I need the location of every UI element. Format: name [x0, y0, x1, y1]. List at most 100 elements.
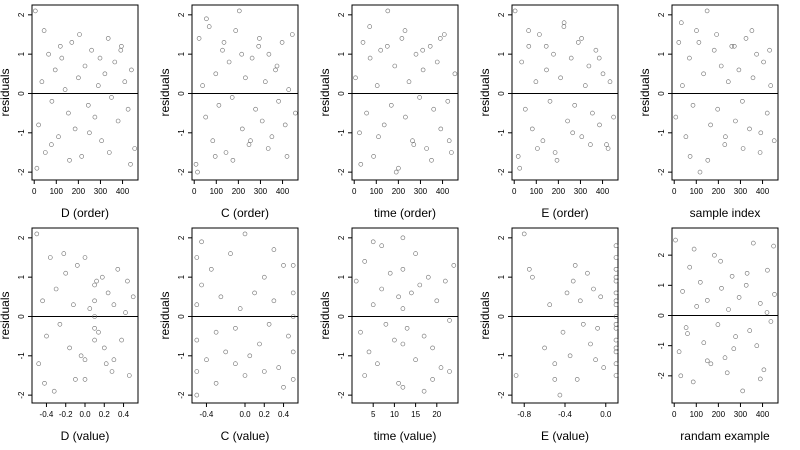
data-point — [105, 36, 111, 41]
data-point — [273, 67, 278, 73]
data-point — [747, 126, 752, 132]
data-point — [515, 154, 521, 159]
data-point — [357, 130, 362, 136]
data-point — [396, 380, 401, 386]
data-point — [129, 67, 134, 73]
data-point — [194, 369, 200, 374]
data-point — [747, 328, 753, 333]
data-point — [445, 99, 451, 104]
data-point — [41, 28, 47, 33]
data-point — [595, 325, 600, 331]
data-point — [579, 36, 584, 41]
data-point — [213, 71, 219, 77]
x-tick-label: 15 — [411, 410, 420, 419]
data-point — [242, 373, 248, 378]
data-point — [425, 274, 431, 280]
data-point — [740, 388, 746, 394]
data-point — [678, 373, 684, 379]
data-point — [107, 150, 112, 155]
y-tick-label: 2 — [497, 12, 506, 17]
y-tick-label: -1 — [177, 352, 186, 360]
y-tick-label: 0 — [17, 314, 26, 319]
panel-2: 0 100 200 300 400 -2 -1 0 1 2 C (order) residuals — [158, 4, 299, 220]
data-point — [72, 126, 78, 132]
x-tick-label: 300 — [94, 187, 108, 196]
data-point — [680, 83, 685, 88]
data-point — [572, 263, 578, 268]
data-point — [596, 55, 602, 61]
data-point — [718, 63, 724, 69]
data-point — [34, 165, 40, 171]
x-tick-label: -0.4 — [40, 410, 54, 419]
y-tick-label: -2 — [657, 168, 666, 176]
panel-10: 0 100 200 300 400 -2 -1 0 1 2 randam example — [657, 227, 779, 443]
data-point — [82, 357, 88, 363]
data-point — [388, 103, 394, 108]
panel-6: -0.4 -0.2 0.0 0.2 0.4 -2 -1 0 1 2 D (value) residua… — [0, 227, 139, 443]
data-point — [79, 154, 84, 159]
data-point — [249, 55, 255, 61]
data-point — [239, 51, 244, 57]
data-point — [194, 392, 200, 398]
data-point — [554, 158, 560, 163]
data-point — [409, 290, 414, 296]
data-point — [257, 36, 262, 41]
data-point — [611, 114, 616, 120]
y-axis-title: residuals — [478, 68, 492, 116]
data-point — [266, 321, 272, 327]
y-tick-label: 1 — [497, 51, 506, 56]
data-point — [75, 263, 80, 268]
x-tick-label: 0.4 — [278, 410, 290, 419]
data-point — [708, 361, 714, 367]
data-point — [76, 75, 81, 81]
data-point — [111, 302, 117, 308]
data-point — [259, 118, 265, 124]
data-point — [92, 114, 98, 120]
data-point — [212, 154, 218, 159]
data-point — [613, 290, 619, 296]
data-point — [82, 63, 88, 69]
data-point — [598, 294, 604, 300]
data-point — [687, 264, 693, 270]
data-point — [442, 278, 448, 284]
data-point — [410, 138, 415, 143]
data-point — [203, 114, 208, 120]
data-point — [731, 346, 737, 352]
data-point — [261, 274, 267, 280]
data-point — [697, 169, 703, 175]
y-tick-label: 1 — [337, 51, 346, 56]
data-point — [265, 146, 271, 151]
data-point — [413, 251, 418, 256]
x-tick-label: 300 — [574, 187, 588, 196]
y-tick-label: 2 — [657, 252, 666, 257]
y-tick-label: -1 — [17, 352, 26, 360]
data-point — [411, 142, 417, 147]
data-point — [551, 51, 556, 57]
data-point — [376, 134, 381, 139]
data-point — [744, 270, 750, 276]
plot-frame — [671, 4, 779, 181]
data-point — [262, 79, 268, 84]
y-axis-title: residuals — [318, 68, 332, 116]
data-point — [371, 154, 376, 159]
data-point — [204, 357, 209, 363]
data-point — [613, 278, 619, 284]
data-point — [526, 266, 532, 272]
data-point — [213, 329, 219, 335]
data-point — [360, 40, 366, 45]
data-point — [233, 28, 238, 33]
data-point — [718, 258, 723, 264]
data-point — [385, 8, 391, 14]
data-point — [613, 302, 619, 308]
data-point — [586, 63, 592, 69]
data-point — [102, 71, 108, 77]
data-point — [266, 51, 272, 57]
data-point — [261, 369, 267, 374]
data-point — [729, 43, 735, 49]
x-tick-label: 0.0 — [600, 410, 612, 419]
data-point — [421, 333, 427, 339]
data-point — [604, 142, 609, 147]
panel-4: 0 100 200 300 400 -2 -1 0 1 2 E (order) residuals — [478, 4, 619, 220]
y-tick-label: -1 — [17, 129, 26, 137]
y-tick-label: 0 — [337, 314, 346, 319]
